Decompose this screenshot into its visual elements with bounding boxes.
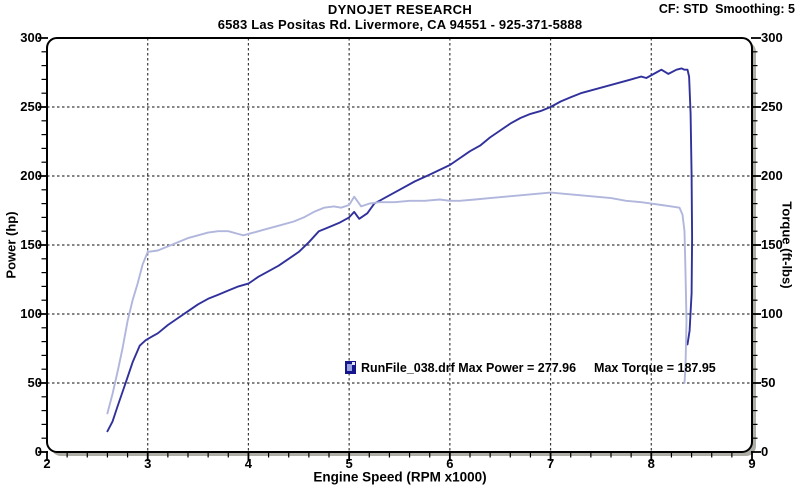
y-tick-label-right: 200 (761, 168, 783, 183)
y-tick-label-right: 300 (761, 30, 783, 45)
x-tick-label: 7 (546, 456, 555, 471)
y-tick-label-left: 100 (20, 306, 42, 321)
y-tick-label-left: 50 (27, 375, 42, 390)
y-tick-label-left: 300 (20, 30, 42, 45)
y-tick-label-left: 250 (20, 99, 42, 114)
y-tick-label-left: 200 (20, 168, 42, 183)
x-tick-label: 9 (748, 456, 756, 471)
x-tick-label: 3 (144, 456, 152, 471)
x-axis-label: Engine Speed (RPM x1000) (313, 469, 487, 485)
torque-curve (106, 191, 688, 415)
y-tick-label-right: 0 (761, 444, 769, 459)
x-tick-label: 6 (446, 456, 454, 471)
y-axis-label-torque: Torque (ft-lbs) (779, 201, 795, 289)
legend-max-torque-text: Max Torque = 187.95 (594, 360, 716, 375)
x-tick-label: 8 (647, 456, 655, 471)
y-tick-label-right: 150 (761, 237, 783, 252)
legend-max-power-text: RunFile_038.drf Max Power = 277.96 (361, 360, 577, 375)
page-title: DYNOJET RESEARCH (327, 2, 473, 17)
page-subtitle: 6583 Las Positas Rd. Livermore, CA 94551… (217, 17, 583, 32)
y-tick-label-left: 0 (34, 444, 42, 459)
plot-background (47, 38, 752, 452)
y-tick-label-right: 250 (761, 99, 783, 114)
x-tick-label: 2 (43, 456, 51, 471)
y-tick-label-right: 100 (761, 306, 783, 321)
legend-run-entry[interactable]: RunFile_038.drf Max Power = 277.96 Max T… (345, 360, 716, 375)
correction-smoothing-label: CF: STD Smoothing: 5 (658, 2, 795, 16)
y-tick-label-right: 50 (761, 375, 776, 390)
y-axis-label-power: Power (hp) (3, 211, 19, 279)
x-tick-label: 5 (345, 456, 353, 471)
power-curve (106, 67, 694, 433)
run-file-icon (345, 361, 356, 374)
x-tick-label: 4 (244, 456, 253, 471)
y-tick-label-left: 150 (20, 237, 42, 252)
